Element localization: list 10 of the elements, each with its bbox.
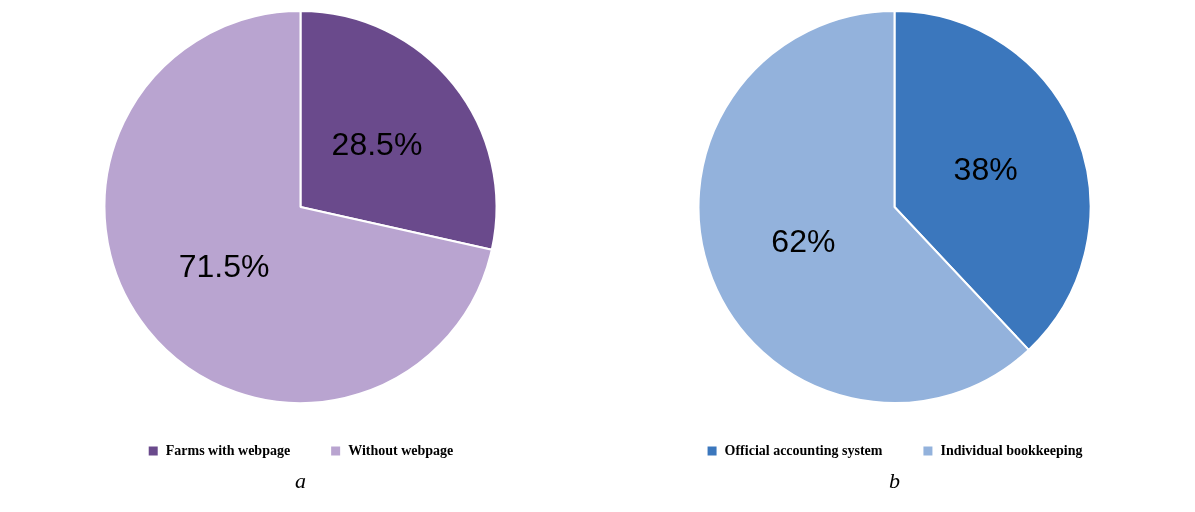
text: a <box>295 468 306 494</box>
legend-label: Official accounting system <box>724 442 883 458</box>
legend-label: Farms with webpage <box>165 442 291 458</box>
data-label: 38% <box>953 150 1018 187</box>
data-label: 28.5% <box>331 125 423 162</box>
data-label: 62% <box>771 222 836 259</box>
text: b <box>889 468 900 494</box>
data-label: 71.5% <box>178 248 270 285</box>
legend-label: Individual bookkeeping <box>940 442 1083 458</box>
legend-label: Without webpage <box>348 442 454 458</box>
